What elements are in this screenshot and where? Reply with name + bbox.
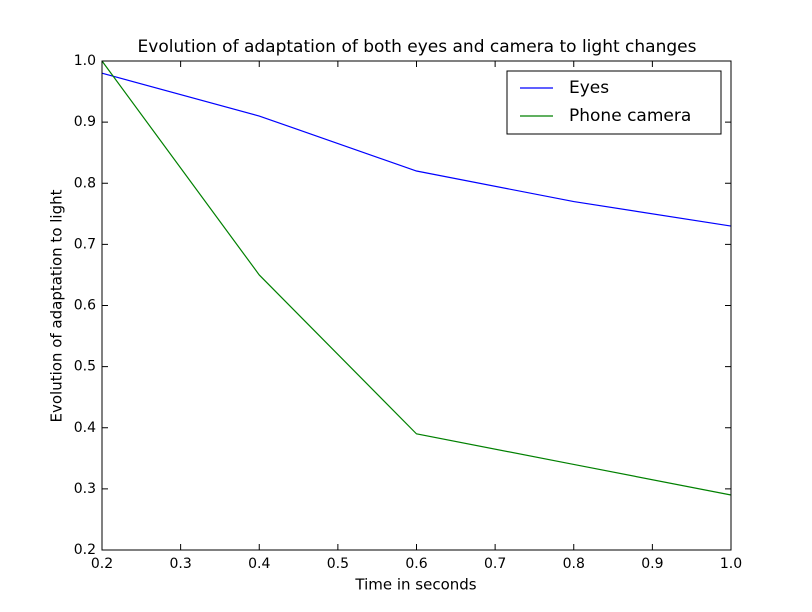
x-axis-label: Time in seconds: [354, 576, 476, 594]
x-tick-label: 1.0: [720, 556, 742, 572]
data-line: [101, 72, 732, 227]
x-tick-label: 0.7: [484, 556, 506, 572]
y-tick-label: 0.2: [74, 542, 96, 558]
x-tick-label: 0.4: [248, 556, 270, 572]
x-tick-label: 0.2: [91, 556, 113, 572]
x-tick-label: 0.6: [405, 556, 427, 572]
x-tick-label: 0.5: [327, 556, 349, 572]
chart-title: Evolution of adaptation of both eyes and…: [138, 37, 697, 57]
y-tick-label: 0.6: [74, 298, 96, 314]
y-tick-label: 0.9: [74, 114, 96, 130]
y-tick-label: 0.7: [74, 236, 96, 252]
x-tick-label: 0.3: [169, 556, 191, 572]
y-tick-label: 0.5: [74, 359, 96, 375]
y-tick-label: 0.4: [74, 420, 96, 436]
y-tick-label: 0.8: [74, 175, 96, 191]
legend-label: Eyes: [569, 78, 609, 98]
y-tick-label: 0.3: [74, 481, 96, 497]
data-line: [101, 60, 732, 496]
y-tick-label: 1.0: [74, 53, 96, 69]
legend-label: Phone camera: [569, 106, 691, 126]
legend-box: [506, 70, 722, 135]
y-axis-label: Evolution of adaptation to light: [48, 189, 66, 422]
x-tick-label: 0.8: [563, 556, 585, 572]
x-tick-label: 0.9: [641, 556, 663, 572]
